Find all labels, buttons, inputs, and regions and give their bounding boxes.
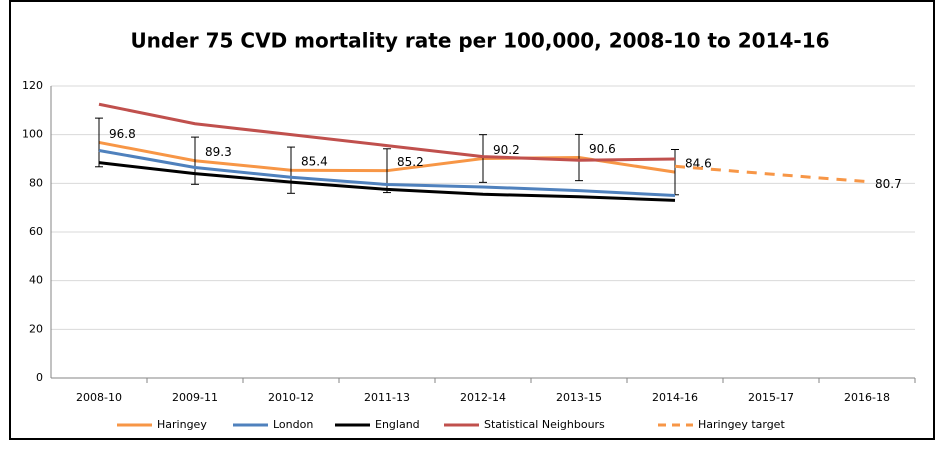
legend-label: Haringey target: [698, 418, 785, 431]
x-tick-label: 2014-16: [652, 391, 698, 404]
x-tick-label: 2013-15: [556, 391, 602, 404]
y-tick-label: 20: [29, 322, 43, 335]
legend-label: London: [273, 418, 313, 431]
series-line: [98, 102, 676, 162]
error-bar: [95, 117, 103, 168]
data-label: 90.2: [493, 143, 520, 157]
y-tick-label: 60: [29, 225, 43, 238]
x-tick-label: 2015-17: [748, 391, 794, 404]
x-tick-label: 2008-10: [76, 391, 122, 404]
data-label: 96.8: [109, 127, 136, 141]
legend-label: Haringey: [157, 418, 207, 431]
x-tick-label: 2016-18: [844, 391, 890, 404]
series-line: [674, 164, 868, 184]
data-label: 80.7: [875, 177, 902, 191]
data-label: 90.6: [589, 142, 616, 156]
data-label: 85.2: [397, 155, 424, 169]
y-tick-label: 0: [36, 371, 43, 384]
y-tick-label: 120: [22, 79, 43, 92]
legend-label: England: [375, 418, 420, 431]
error-bar: [191, 136, 199, 185]
x-tick-label: 2009-11: [172, 391, 218, 404]
y-tick-label: 40: [29, 274, 43, 287]
x-tick-label: 2010-12: [268, 391, 314, 404]
series-line: [98, 161, 676, 202]
data-label: 89.3: [205, 145, 232, 159]
y-tick-label: 80: [29, 176, 43, 189]
series-line: [98, 149, 676, 197]
y-tick-label: 100: [22, 128, 43, 141]
data-label: 84.6: [685, 157, 712, 171]
x-tick-label: 2012-14: [460, 391, 506, 404]
chart-border: [9, 0, 935, 440]
error-bar: [287, 146, 295, 194]
error-bar: [575, 133, 583, 182]
legend-label: Statistical Neighbours: [484, 418, 605, 431]
error-bar: [479, 134, 487, 183]
x-tick-label: 2011-13: [364, 391, 410, 404]
data-label: 85.4: [301, 155, 328, 169]
chart-title: Under 75 CVD mortality rate per 100,000,…: [130, 29, 829, 53]
